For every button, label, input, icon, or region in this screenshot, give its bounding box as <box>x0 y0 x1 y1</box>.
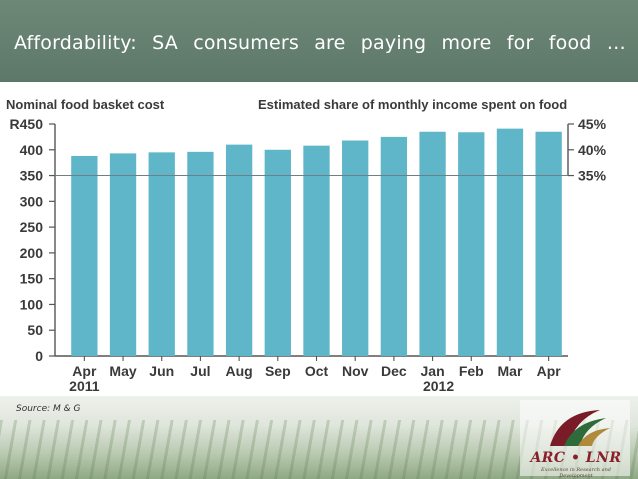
y-left-tick-label: 50 <box>27 322 43 338</box>
bar-feb-10 <box>458 132 485 356</box>
x-tick-label: Sep <box>265 363 291 379</box>
y-right-tick-label: 35% <box>578 168 607 184</box>
x-tick-label: Apr <box>72 363 97 379</box>
y-left-tick-label: 150 <box>20 271 44 287</box>
bar-nov-7 <box>342 140 369 356</box>
x-tick-label: Oct <box>305 363 329 379</box>
x-tick-label: Nov <box>342 363 369 379</box>
bar-jan-9 <box>419 131 446 356</box>
chart-panel: Nominal food basket cost Estimated share … <box>0 84 638 396</box>
x-tick-label: Apr <box>537 363 562 379</box>
logo-text: ARC • LNR <box>530 450 622 466</box>
y-left-tick-label: R450 <box>10 116 44 132</box>
logo-tagline: Excellence in Research and Development <box>541 467 611 479</box>
y-left-tick-label: 0 <box>35 348 43 364</box>
bar-aug-4 <box>225 144 253 356</box>
x-tick-label: Feb <box>459 363 484 379</box>
bar-jun-2 <box>148 152 175 356</box>
y-left-tick-label: 100 <box>20 296 44 312</box>
right-axis-title: Estimated share of monthly income spent … <box>258 97 567 112</box>
x-year-label: 2011 <box>69 378 100 394</box>
left-axis-title: Nominal food basket cost <box>6 97 165 112</box>
bar-apr-12 <box>535 131 562 356</box>
bar-jul-3 <box>187 151 214 356</box>
y-left-tick-label: 250 <box>20 219 44 235</box>
bar-sep-5 <box>264 149 291 356</box>
x-tick-label: Mar <box>498 363 523 379</box>
x-tick-label: Jan <box>421 363 445 379</box>
y-left-tick-label: 400 <box>20 142 44 158</box>
bar-may-1 <box>109 153 137 356</box>
arc-lnr-logo <box>520 400 630 476</box>
y-left-tick-label: 300 <box>20 193 44 209</box>
logo-swoosh-icon <box>550 410 610 446</box>
bar-mar-11 <box>496 128 524 356</box>
bar-apr-0 <box>71 155 98 356</box>
x-tick-label: Jun <box>149 363 174 379</box>
food-cost-chart: Nominal food basket cost Estimated share … <box>6 97 607 394</box>
x-tick-label: Jul <box>190 363 210 379</box>
bar-oct-6 <box>303 145 330 356</box>
y-left-tick-label: 350 <box>20 168 44 184</box>
x-tick-label: Aug <box>226 363 253 379</box>
x-year-label: 2012 <box>423 378 454 394</box>
slide-title: Affordability: SA consumers are paying m… <box>14 32 626 54</box>
source-note: Source: M & G <box>16 404 81 414</box>
bar-dec-8 <box>380 136 408 356</box>
y-left-tick-label: 200 <box>20 245 44 261</box>
y-right-tick-label: 45% <box>578 116 607 132</box>
x-tick-label: May <box>109 363 136 379</box>
title-bar: Affordability: SA consumers are paying m… <box>0 0 638 82</box>
x-tick-label: Dec <box>381 363 407 379</box>
y-right-tick-label: 40% <box>578 142 607 158</box>
